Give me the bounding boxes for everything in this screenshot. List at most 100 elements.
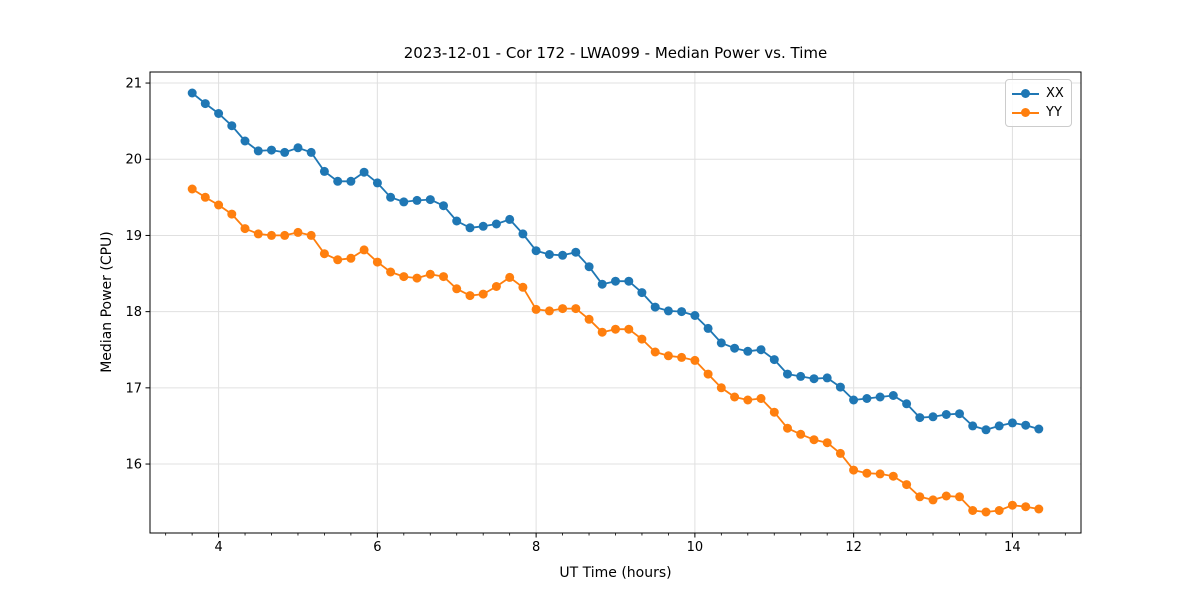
series-yy-marker: [1021, 502, 1031, 512]
series-xx-marker: [267, 145, 276, 155]
series-yy-marker: [822, 438, 832, 448]
series-xx-marker: [915, 413, 925, 423]
series-yy-marker: [333, 255, 343, 265]
y-tick-label: 16: [125, 457, 142, 472]
series-yy-marker: [240, 224, 250, 234]
series-xx-marker: [677, 307, 687, 317]
x-axis-label: UT Time (hours): [559, 565, 672, 581]
series-xx-marker: [611, 276, 620, 286]
series-xx-marker: [902, 399, 912, 409]
y-axis-label-text: Median Power (CPU): [99, 231, 115, 373]
series-yy-marker: [730, 392, 740, 402]
x-tick-label: 14: [1004, 540, 1021, 555]
series-xx-marker: [571, 247, 581, 257]
series-xx-marker: [491, 219, 501, 229]
series-xx-marker: [994, 421, 1004, 431]
legend-sample-xx-icon: [1012, 89, 1039, 99]
series-yy-marker: [439, 272, 448, 282]
series-yy-marker: [253, 229, 263, 239]
series-xx-marker: [730, 343, 740, 353]
series-xx-marker: [1034, 424, 1044, 434]
series-xx-marker: [386, 192, 396, 202]
series-xx-marker: [1007, 418, 1017, 428]
series-yy-marker: [809, 435, 819, 445]
series-xx-marker: [253, 146, 263, 156]
series-yy-marker: [690, 355, 700, 365]
series-xx-marker: [690, 311, 700, 320]
series-xx-marker: [637, 288, 647, 298]
series-yy-marker: [888, 471, 898, 481]
series-xx-marker: [412, 195, 422, 205]
series-xx-marker: [835, 382, 845, 392]
series-yy-marker: [915, 492, 925, 502]
series-yy-marker: [703, 369, 713, 379]
legend-item-xx: XX: [1012, 84, 1064, 103]
series-yy-marker: [862, 468, 872, 478]
series-yy-marker: [994, 506, 1004, 515]
series-xx-marker: [558, 250, 568, 260]
series-xx-marker: [452, 216, 462, 226]
series-xx-marker: [333, 176, 343, 186]
y-tick-label: 19: [125, 229, 142, 244]
series-xx-marker: [293, 143, 303, 153]
legend-label-yy: YY: [1046, 105, 1062, 120]
series-xx-marker: [968, 421, 978, 431]
series-yy-marker: [955, 492, 964, 502]
series-xx-marker: [1021, 420, 1031, 430]
series-xx-marker: [478, 221, 488, 231]
series-xx-marker: [200, 99, 210, 109]
series-yy-marker: [346, 253, 356, 263]
series-xx-marker: [544, 250, 554, 259]
legend: XX YY: [1005, 79, 1072, 127]
series-yy-marker: [769, 407, 779, 417]
series-xx-marker: [465, 223, 475, 233]
series-yy-marker: [756, 394, 766, 403]
series-xx-marker: [743, 346, 753, 356]
series-yy-marker: [372, 257, 382, 267]
series-xx-marker: [439, 201, 448, 211]
series-yy-marker: [227, 209, 237, 219]
series-yy-marker: [267, 230, 276, 240]
series-xx-marker: [227, 121, 237, 131]
series-yy-marker: [902, 480, 912, 490]
series-yy-marker: [677, 352, 687, 362]
series-xx-line: [191, 92, 1040, 431]
series-xx-marker: [941, 410, 951, 419]
series-xx-marker: [372, 178, 382, 188]
series-xx-marker: [955, 409, 964, 419]
series-xx-marker: [240, 136, 250, 146]
series-yy-marker: [214, 200, 224, 210]
series-yy-marker: [465, 291, 475, 301]
series-yy-marker: [875, 469, 885, 479]
series-xx-marker: [505, 214, 515, 224]
series-yy-marker: [319, 249, 329, 259]
series-yy-marker: [624, 324, 634, 334]
series-yy-marker: [597, 327, 607, 337]
series-yy-marker: [280, 230, 290, 240]
series-yy-marker: [1007, 500, 1017, 510]
series-yy-marker: [663, 351, 673, 361]
series-yy-marker: [412, 273, 422, 283]
series-yy-marker: [571, 304, 581, 314]
series-xx-marker: [783, 369, 792, 379]
series-xx-marker: [716, 338, 726, 348]
series-xx-marker: [425, 195, 435, 205]
series-xx-marker: [531, 246, 541, 256]
series-xx-marker: [809, 374, 819, 384]
series-xx-marker: [796, 371, 806, 381]
series-yy-marker: [478, 289, 488, 299]
series-xx-marker: [187, 88, 197, 98]
series-xx-marker: [769, 355, 779, 365]
series-yy-marker: [491, 282, 501, 291]
series-yy-marker: [584, 314, 594, 324]
series-yy-marker: [518, 282, 528, 292]
series-xx-marker: [981, 425, 991, 435]
series-yy-marker: [611, 324, 620, 334]
series-yy-marker: [637, 334, 647, 344]
series-xx-marker: [862, 394, 872, 403]
series-yy-marker: [399, 272, 409, 282]
legend-item-yy: YY: [1012, 103, 1064, 122]
series-yy-marker: [306, 230, 316, 240]
series-xx-marker: [346, 176, 356, 186]
